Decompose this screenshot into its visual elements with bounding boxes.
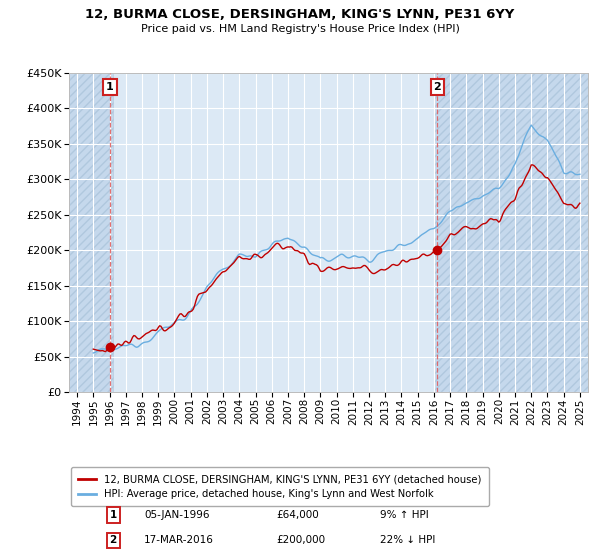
Text: £64,000: £64,000	[277, 510, 319, 520]
Text: 22% ↓ HPI: 22% ↓ HPI	[380, 535, 436, 545]
Text: 2: 2	[433, 82, 441, 92]
Bar	[69, 73, 113, 392]
Text: 12, BURMA CLOSE, DERSINGHAM, KING'S LYNN, PE31 6YY: 12, BURMA CLOSE, DERSINGHAM, KING'S LYNN…	[85, 8, 515, 21]
Text: 17-MAR-2016: 17-MAR-2016	[144, 535, 214, 545]
Text: Price paid vs. HM Land Registry's House Price Index (HPI): Price paid vs. HM Land Registry's House …	[140, 24, 460, 34]
Text: 9% ↑ HPI: 9% ↑ HPI	[380, 510, 429, 520]
Legend: 12, BURMA CLOSE, DERSINGHAM, KING'S LYNN, PE31 6YY (detached house), HPI: Averag: 12, BURMA CLOSE, DERSINGHAM, KING'S LYNN…	[71, 467, 489, 506]
Text: 05-JAN-1996: 05-JAN-1996	[144, 510, 210, 520]
Text: 2: 2	[109, 535, 117, 545]
Text: £200,000: £200,000	[277, 535, 326, 545]
Bar	[434, 73, 588, 392]
Text: 1: 1	[109, 510, 117, 520]
Text: 1: 1	[106, 82, 114, 92]
